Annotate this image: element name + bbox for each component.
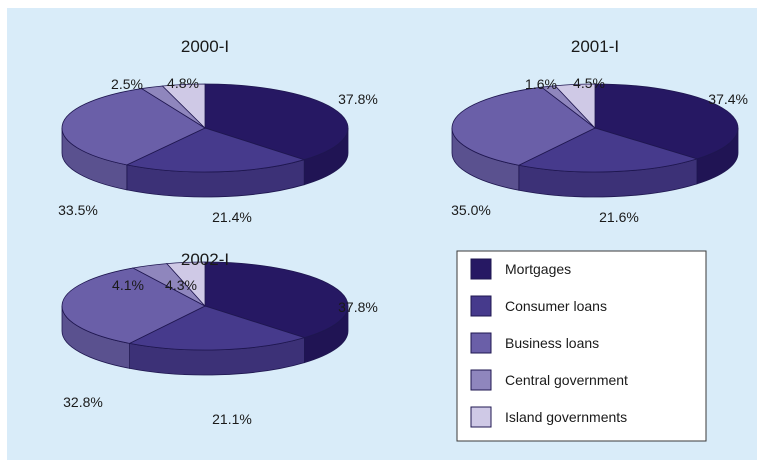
data-label-central-government: 2.5%	[111, 76, 143, 92]
pie-top	[451, 83, 739, 173]
data-label-central-government: 1.6%	[525, 76, 557, 92]
pie-chart-2: 2001-I 37.4% 21.6% 35.0% 1.6% 4.5%	[451, 37, 748, 225]
pie-slice-business-loans	[61, 267, 206, 344]
data-label-business-loans: 32.8%	[63, 394, 103, 410]
legend-box	[456, 250, 707, 442]
pie-slice-island-governments	[166, 261, 206, 308]
legend-swatch-island-governments	[470, 406, 492, 428]
legend-swatch-mortgages	[470, 258, 492, 280]
pie-slice-island-governments	[161, 83, 206, 129]
chart-title: 2000-I	[181, 37, 229, 56]
data-label-consumer-loans: 21.6%	[599, 209, 639, 225]
data-label-consumer-loans: 21.4%	[212, 209, 252, 225]
data-label-island-governments: 4.8%	[167, 75, 199, 91]
data-label-business-loans: 35.0%	[451, 202, 491, 218]
data-label-island-governments: 4.5%	[573, 75, 605, 91]
data-label-island-governments: 4.3%	[165, 277, 197, 293]
pie-slice-mortgages	[204, 83, 349, 161]
pie-slice-business-loans	[61, 88, 206, 166]
data-label-business-loans: 33.5%	[58, 202, 98, 218]
pie-slice-mortgages	[594, 83, 739, 160]
pie-slice-business-loans	[451, 86, 596, 166]
pie-slice-consumer-loans	[125, 127, 306, 173]
pie-chart-1: 2000-I 37.8% 21.4% 33.5% 2.5% 4.8%	[58, 37, 378, 225]
pie-slice-island-governments	[554, 83, 596, 130]
legend-swatch-business-loans	[470, 332, 492, 354]
legend-label-business-loans: Business loans	[505, 335, 599, 351]
data-label-central-government: 4.1%	[112, 277, 144, 293]
legend-label-central-government: Central government	[505, 372, 628, 388]
pie-top	[61, 83, 349, 173]
pie-slice-consumer-loans	[517, 127, 699, 173]
chart-title: 2002-I	[181, 250, 229, 269]
pie-chart-3: 2002-I 37.8% 21.1% 32.8% 4.1% 4.3%	[61, 250, 378, 427]
data-label-mortgages: 37.4%	[708, 91, 748, 107]
pie-top	[61, 261, 349, 351]
pie-slice-consumer-loans	[128, 305, 306, 351]
legend-label-mortgages: Mortgages	[505, 261, 571, 277]
data-label-consumer-loans: 21.1%	[212, 411, 252, 427]
data-label-mortgages: 37.8%	[338, 299, 378, 315]
legend-label-island-governments: Island governments	[505, 409, 627, 425]
data-label-mortgages: 37.8%	[338, 91, 378, 107]
legend-swatch-consumer-loans	[470, 295, 492, 317]
legend-swatch-central-government	[470, 369, 492, 391]
legend: Mortgages Consumer loans Business loans Cen…	[456, 250, 707, 442]
pie-slice-mortgages	[204, 261, 349, 339]
legend-label-consumer-loans: Consumer loans	[505, 298, 607, 314]
chart-title: 2001-I	[571, 37, 619, 56]
